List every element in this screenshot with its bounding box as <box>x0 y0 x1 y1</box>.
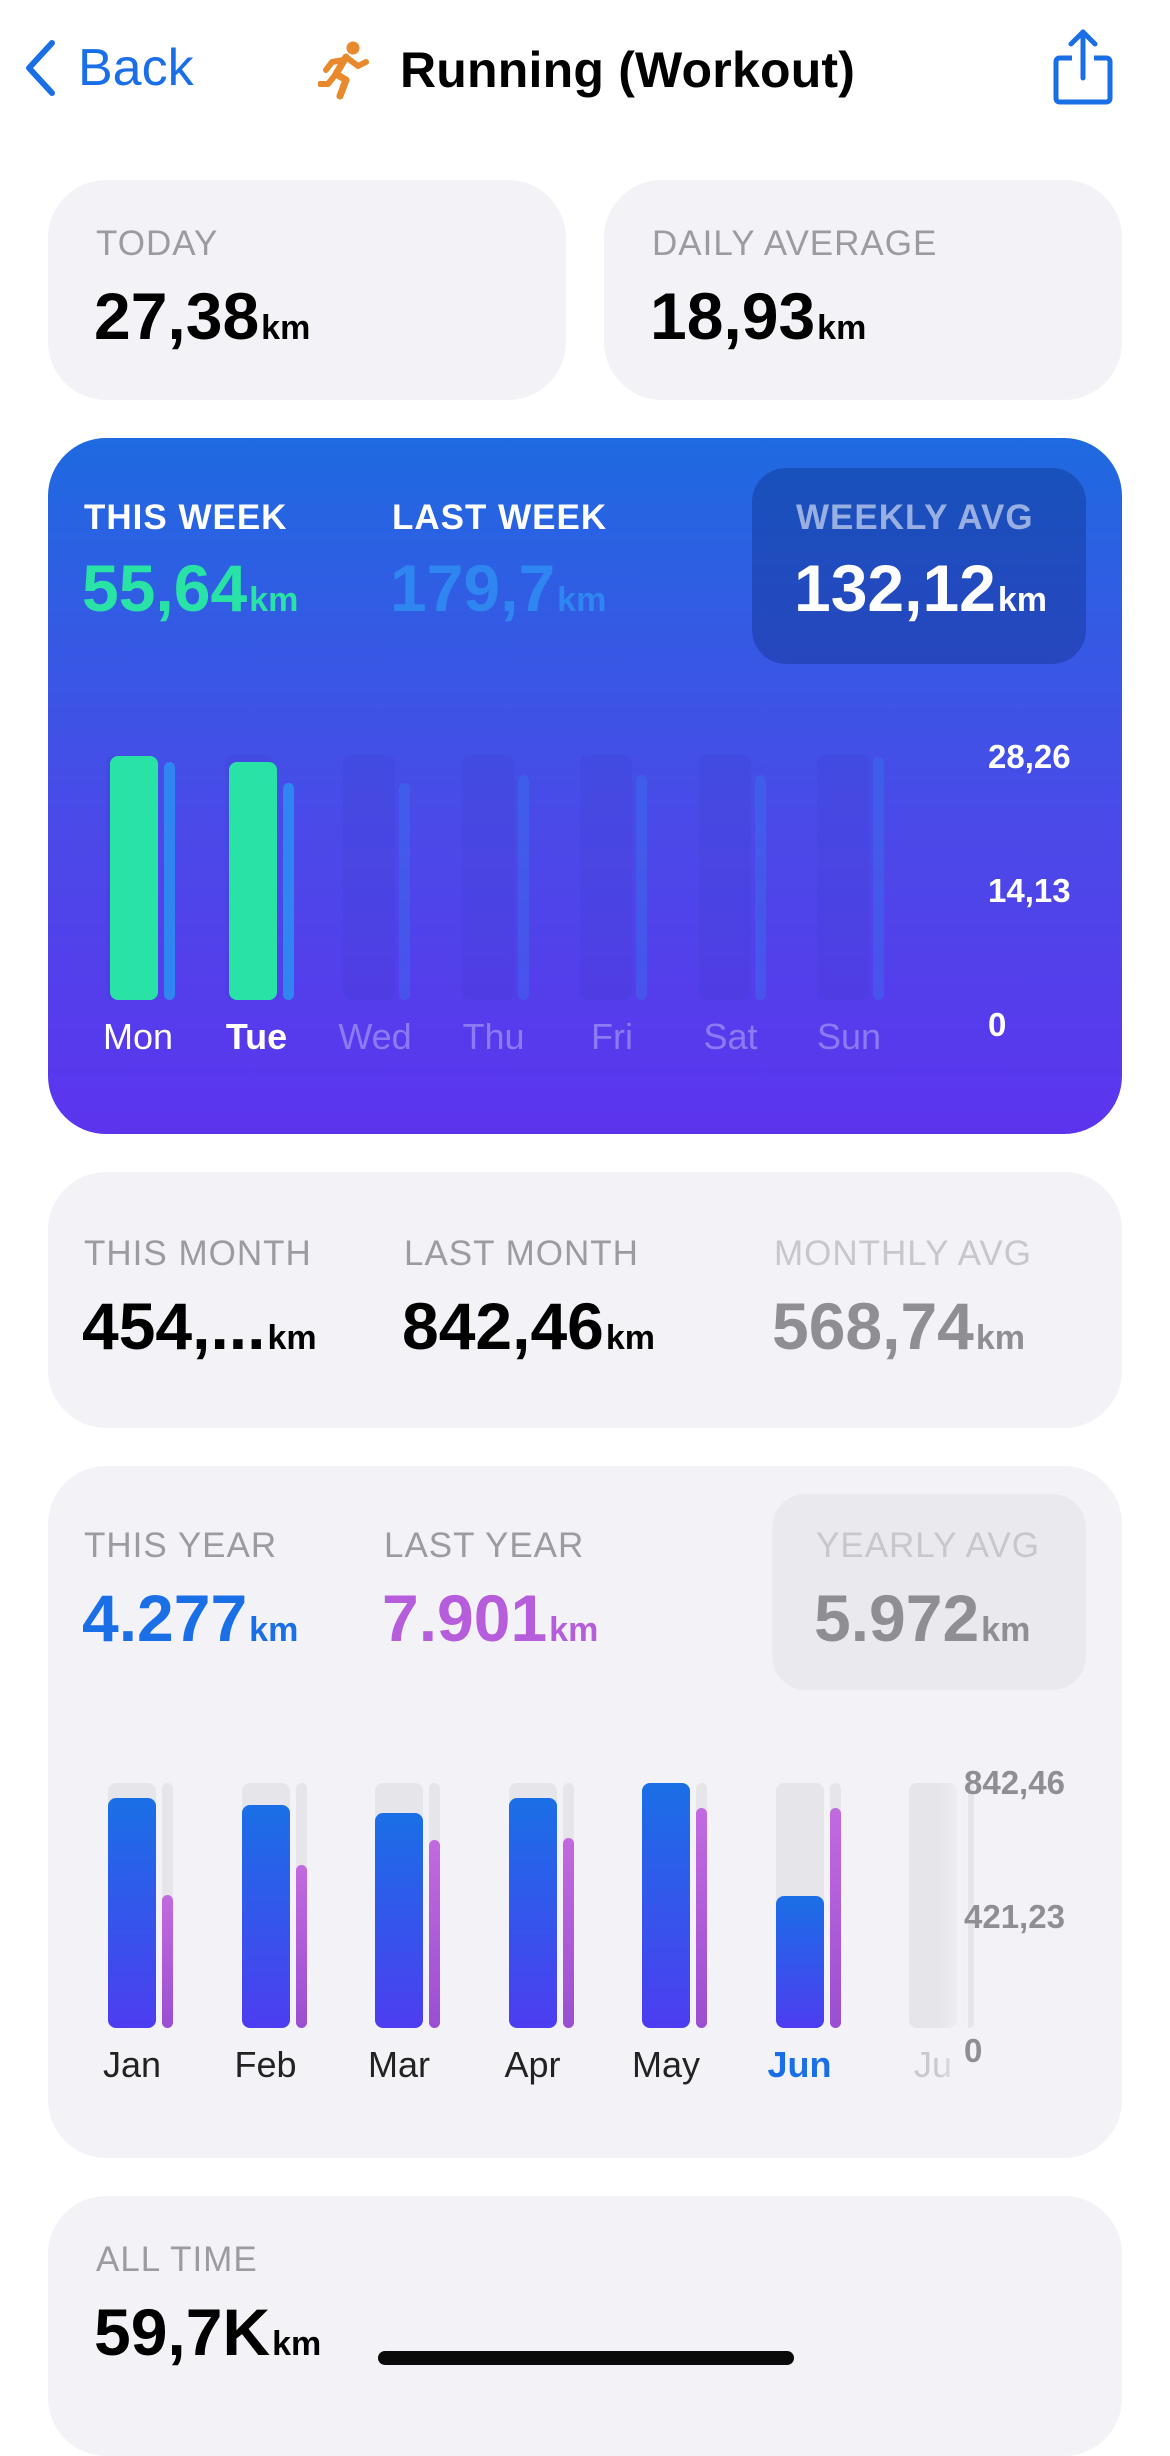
back-button[interactable]: Back <box>24 28 194 108</box>
this-month-value: 454,...km <box>82 1289 317 1363</box>
month-bar-last-feb <box>295 1864 307 2028</box>
yearly-avg-value: 5.972km <box>814 1581 1031 1655</box>
week-bar-last-mon <box>164 761 175 1000</box>
month-bar-this-jun <box>775 1895 824 2028</box>
home-indicator[interactable] <box>378 2351 794 2365</box>
all-time-label: ALL TIME <box>96 2240 258 2279</box>
all-time-card[interactable]: ALL TIME 59,7Kkm <box>48 2196 1122 2456</box>
last-year-value: 7.901km <box>382 1581 599 1655</box>
week-bar-last-tue <box>282 783 294 1000</box>
week-ytick-mid: 14,13 <box>988 872 1071 909</box>
back-label: Back <box>78 39 194 97</box>
today-value: 27,38km <box>94 279 311 353</box>
share-button[interactable] <box>1052 28 1114 106</box>
week-bar-this-mon <box>110 756 158 1000</box>
all-time-value: 59,7Kkm <box>94 2295 322 2369</box>
day-label-thu: Thu <box>462 1016 525 1057</box>
month-bar-last-mar <box>429 1839 440 2028</box>
week-bar-last-thu <box>517 774 529 1000</box>
year-ytick-max: 842,46 <box>964 1764 1065 1801</box>
share-icon <box>1053 29 1113 105</box>
daily-average-value: 18,93km <box>650 279 867 353</box>
chevron-left-icon <box>26 40 55 96</box>
today-card[interactable]: TODAY 27,38km <box>48 180 566 400</box>
monthly-avg-value: 568,74km <box>772 1289 1026 1363</box>
month-bar-this-apr <box>508 1797 557 2028</box>
day-label-wed: Wed <box>338 1016 412 1057</box>
this-month-label: THIS MONTH <box>84 1234 312 1273</box>
last-week-value: 179,7km <box>390 551 607 625</box>
month-bar-this-jan <box>108 1798 156 2028</box>
week-bar-last-sun <box>873 757 884 1000</box>
weekly-card[interactable]: THIS WEEK 55,64km LAST WEEK 179,7km WEEK… <box>48 438 1122 1134</box>
weekly-avg-box <box>752 468 1086 664</box>
week-bar-last-fri <box>636 774 647 1000</box>
daily-average-label: DAILY AVERAGE <box>652 224 938 263</box>
month-bar-last-jan <box>162 1894 173 2028</box>
this-week-label: THIS WEEK <box>84 498 288 537</box>
week-bar-this-tue <box>228 761 277 1000</box>
month-label-may: May <box>631 2044 700 2085</box>
week-ytick-zero: 0 <box>988 1006 1007 1043</box>
today-label: TODAY <box>96 224 219 263</box>
page-title: Running (Workout) <box>318 30 855 110</box>
year-ytick-zero: 0 <box>964 2032 983 2069</box>
weekly-chart: Mon Tue Wed Thu Fri Sat Sun <box>48 438 1122 1134</box>
weekly-avg-label: WEEKLY AVG <box>796 498 1034 537</box>
daily-average-card[interactable]: DAILY AVERAGE 18,93km <box>604 180 1122 400</box>
week-bar-bg-fri <box>580 755 632 1000</box>
month-label-jan: Jan <box>102 2044 162 2085</box>
month-bar-last-jun <box>829 1807 841 2028</box>
day-label-sun: Sun <box>816 1016 882 1057</box>
month-label-feb: Feb <box>234 2044 297 2085</box>
day-label-mon: Mon <box>102 1016 174 1057</box>
this-year-label: THIS YEAR <box>84 1526 278 1565</box>
week-bar-last-wed <box>399 783 410 1000</box>
month-bar-this-feb <box>241 1805 290 2028</box>
month-bar-last-apr <box>562 1838 574 2028</box>
runner-icon <box>318 41 369 100</box>
last-year-label: LAST YEAR <box>384 1526 585 1565</box>
week-bar-bg-thu <box>461 755 514 1000</box>
week-bar-bg-sat <box>698 755 751 1000</box>
yearly-avg-box <box>772 1494 1086 1690</box>
last-week-label: LAST WEEK <box>392 498 608 537</box>
day-label-sat: Sat <box>703 1016 758 1057</box>
last-month-label: LAST MONTH <box>404 1234 639 1273</box>
month-bar-this-may <box>642 1783 690 2028</box>
monthly-avg-label: MONTHLY AVG <box>774 1234 1032 1273</box>
yearly-avg-label: YEARLY AVG <box>816 1526 1040 1565</box>
day-label-tue: Tue <box>225 1016 288 1057</box>
yearly-card[interactable]: THIS YEAR 4.277km LAST YEAR 7.901km YEAR… <box>48 1466 1122 2158</box>
month-label-mar: Mar <box>368 2044 430 2085</box>
week-ytick-max: 28,26 <box>988 738 1071 775</box>
weekly-avg-value: 132,12km <box>794 551 1048 625</box>
month-chart-fade <box>938 1766 968 2086</box>
monthly-chart: Jan Feb Mar Apr May Jun Ju <box>48 1466 1122 2158</box>
week-bar-last-sat <box>754 774 766 1000</box>
title-text: Running (Workout) <box>400 42 856 98</box>
week-bar-bg-sun <box>817 755 869 1000</box>
day-label-fri: Fri <box>591 1016 633 1057</box>
this-year-value: 4.277km <box>82 1581 299 1655</box>
month-bar-this-mar <box>375 1813 423 2028</box>
month-bar-last-may <box>696 1807 707 2028</box>
month-bar-bg2-ju <box>963 1783 974 2028</box>
monthly-card[interactable]: THIS MONTH 454,...km LAST MONTH 842,46km… <box>48 1172 1122 1428</box>
month-label-apr: Apr <box>504 2044 561 2085</box>
week-bar-bg-wed <box>343 755 395 1000</box>
last-month-value: 842,46km <box>402 1289 656 1363</box>
month-label-jun: Jun <box>767 2044 832 2085</box>
this-week-value: 55,64km <box>82 551 299 625</box>
year-ytick-mid: 421,23 <box>964 1898 1065 1935</box>
